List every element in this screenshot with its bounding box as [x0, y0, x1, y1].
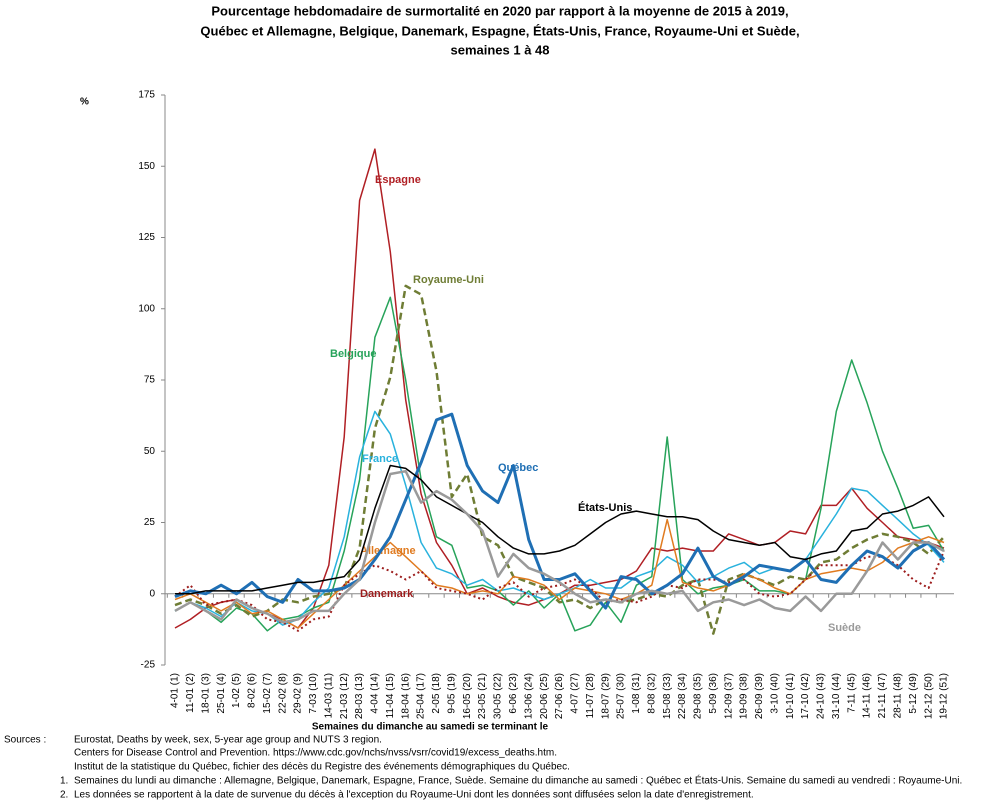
series-label: France — [362, 453, 398, 465]
x-tick-label: 4-07 (27) — [570, 673, 581, 714]
series-line — [174, 410, 945, 626]
x-tick-label: 29-02 (9) — [293, 673, 304, 714]
chart-title: Québec et Allemagne, Belgique, Danemark,… — [200, 23, 799, 38]
x-tick-label: 25-01 (4) — [216, 673, 227, 714]
x-tick-label: 11-01 (2) — [185, 673, 196, 713]
x-tick-label: 2-05 (18) — [431, 673, 442, 714]
x-tick-label: 7-11 (45) — [846, 673, 857, 713]
x-tick-label: 24-10 (43) — [816, 673, 827, 719]
y-tick-label: 0 — [149, 588, 155, 599]
y-tick-label: 25 — [144, 517, 156, 528]
series-line — [174, 284, 945, 635]
note-number: 2. — [60, 790, 68, 800]
chart-title: semaines 1 à 48 — [450, 42, 549, 57]
x-tick-label: 28-11 (48) — [893, 673, 904, 718]
series-line — [174, 518, 945, 629]
x-tick-label: 18-04 (16) — [400, 673, 411, 719]
x-tick-label: 26-09 (39) — [754, 673, 765, 719]
series-line — [174, 412, 946, 610]
x-tick-label: 25-04 (17) — [416, 673, 427, 719]
x-tick-label: 29-08 (35) — [693, 673, 704, 719]
y-tick-label: -25 — [141, 660, 156, 671]
x-tick-label: 21-11 (47) — [877, 673, 888, 718]
note-text: Semaines du lundi au dimanche : Allemagn… — [74, 774, 962, 787]
x-tick-label: 9-05 (19) — [446, 673, 457, 714]
x-tick-label: 31-10 (44) — [831, 673, 842, 719]
series-label: Suède — [828, 622, 861, 634]
x-tick-label: 15-02 (7) — [262, 673, 273, 714]
series-label: Danemark — [360, 588, 414, 600]
x-tick-label: 30-05 (22) — [493, 673, 504, 719]
x-tick-label: 17-10 (42) — [800, 673, 811, 719]
x-tick-label: 20-06 (25) — [539, 673, 550, 719]
series-label: Allemagne — [360, 545, 416, 557]
source-line: Centers for Disease Control and Preventi… — [74, 748, 557, 759]
x-tick-label: 4-01 (1) — [170, 673, 181, 708]
chart-title: Pourcentage hebdomadaire de surmortalité… — [211, 3, 788, 18]
x-tick-label: 5-12 (49) — [908, 673, 919, 714]
x-tick-label: 22-08 (34) — [677, 673, 688, 719]
y-tick-label: 100 — [138, 303, 155, 314]
x-tick-label: 28-03 (13) — [354, 673, 365, 719]
x-tick-label: 18-01 (3) — [200, 673, 211, 714]
series-line — [175, 464, 945, 595]
sources-label: Sources : — [4, 735, 46, 746]
x-tick-label: 1-08 (31) — [631, 673, 642, 714]
x-tick-label: 23-05 (21) — [477, 673, 488, 719]
series-line — [174, 469, 945, 624]
series-label: Québec — [498, 462, 538, 474]
series-label: Espagne — [375, 174, 421, 186]
x-tick-label: 1-02 (5) — [231, 673, 242, 708]
y-tick-label: 75 — [144, 375, 156, 386]
x-tick-label: 10-10 (41) — [785, 673, 796, 719]
note-text: Les données se rapportent à la date de s… — [74, 790, 754, 800]
x-tick-label: 4-04 (14) — [370, 673, 381, 714]
x-tick-label: 11-04 (15) — [385, 673, 396, 718]
x-tick-label: 13-06 (24) — [523, 673, 534, 719]
y-axis-label: % — [80, 97, 89, 108]
x-tick-label: 19-12 (51) — [939, 673, 950, 719]
series-label: Belgique — [330, 348, 376, 360]
x-axis-label: Semaines du dimanche au samedi se termin… — [312, 722, 549, 733]
x-tick-label: 19-09 (38) — [739, 673, 750, 719]
x-tick-label: 14-11 (46) — [862, 673, 873, 718]
x-tick-label: 7-03 (10) — [308, 673, 319, 714]
series-label: Royaume-Uni — [413, 274, 484, 286]
source-line: Institut de la statistique du Québec, fi… — [74, 762, 570, 773]
x-tick-label: 11-07 (28) — [585, 673, 596, 718]
x-tick-label: 8-08 (32) — [646, 673, 657, 714]
x-tick-label: 22-02 (8) — [277, 673, 288, 714]
note-number: 1. — [60, 776, 68, 787]
x-tick-label: 6-06 (23) — [508, 673, 519, 714]
x-tick-label: 25-07 (30) — [616, 673, 627, 719]
x-tick-label: 18-07 (29) — [600, 673, 611, 719]
x-tick-label: 8-02 (6) — [247, 673, 258, 708]
x-tick-label: 5-09 (36) — [708, 673, 719, 714]
x-tick-label: 27-06 (26) — [554, 673, 565, 719]
x-tick-label: 15-08 (33) — [662, 673, 673, 719]
x-tick-label: 12-12 (50) — [923, 673, 934, 719]
y-tick-label: 50 — [144, 446, 156, 457]
x-tick-label: 12-09 (37) — [723, 673, 734, 719]
y-tick-label: 150 — [138, 161, 155, 172]
y-tick-label: 175 — [138, 90, 155, 101]
x-tick-label: 21-03 (12) — [339, 673, 350, 719]
series-label: États-Unis — [578, 501, 632, 514]
x-tick-label: 16-05 (20) — [462, 673, 473, 719]
x-tick-label: 14-03 (11) — [323, 673, 334, 718]
y-tick-label: 125 — [138, 232, 155, 243]
series-line — [174, 148, 945, 629]
x-tick-label: 3-10 (40) — [769, 673, 780, 714]
source-line: Eurostat, Deaths by week, sex, 5-year ag… — [74, 735, 382, 746]
